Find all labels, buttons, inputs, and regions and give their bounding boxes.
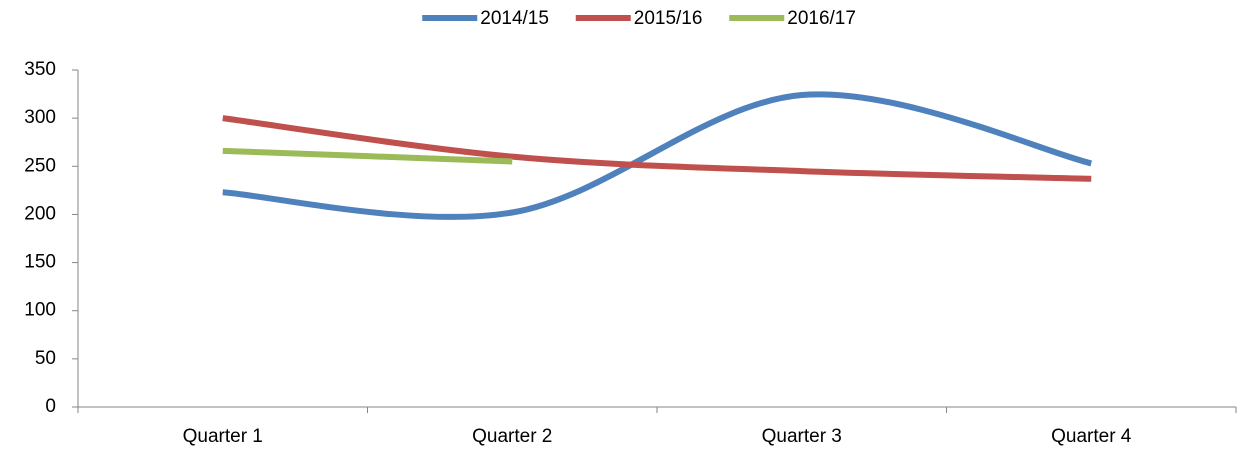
- x-tick-label: Quarter 4: [1051, 426, 1132, 447]
- x-tick-label: Quarter 2: [472, 426, 552, 447]
- series-line: [222, 147, 513, 165]
- y-tick-label: 300: [24, 107, 56, 128]
- y-tick-label: 0: [45, 396, 56, 417]
- x-tick-label: Quarter 3: [762, 426, 842, 447]
- legend-label: 2016/17: [787, 8, 856, 29]
- series-line: [222, 115, 1092, 182]
- y-tick-label: 250: [24, 155, 56, 176]
- y-tick-label: 350: [24, 59, 56, 80]
- legend-label: 2014/15: [480, 8, 549, 29]
- y-tick-label: 50: [35, 348, 56, 369]
- y-tick-label: 200: [24, 203, 56, 224]
- x-tick-label: Quarter 1: [183, 426, 263, 447]
- series-line: [222, 91, 1092, 220]
- y-tick-label: 150: [24, 252, 56, 273]
- y-tick-label: 100: [24, 300, 56, 321]
- legend-label: 2015/16: [634, 8, 703, 29]
